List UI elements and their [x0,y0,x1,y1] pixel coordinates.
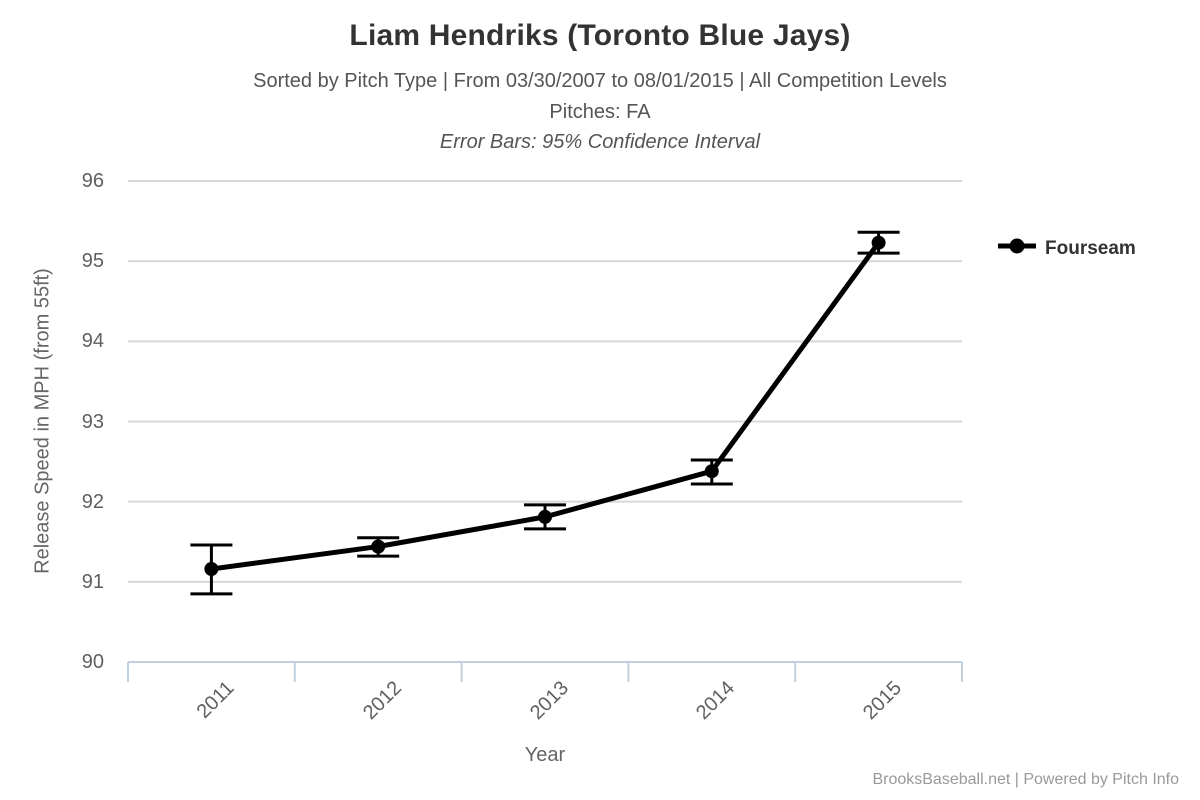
y-tick-label-91: 91 [81,570,104,593]
x-axis [127,661,963,682]
data-point-2013[interactable] [538,509,552,524]
line-marker-icon [997,237,1037,260]
error-bars [190,230,900,596]
series-points [204,235,886,577]
gridlines [128,180,962,583]
data-point-2011[interactable] [204,562,219,577]
x-axis-title: Year [524,744,566,766]
y-tick-label-93: 93 [81,410,104,433]
y-axis-title: Release Speed in MPH (from 55ft) [31,268,54,574]
legend-label: Fourseam [1045,237,1136,259]
y-tick-label-96: 96 [81,170,104,192]
chart-title: Liam Hendriks (Toronto Blue Jays) [349,19,851,52]
chart-subtitle-errorbars: Error Bars: 95% Confidence Interval [439,131,761,153]
data-point-2012[interactable] [371,539,386,554]
data-point-2014[interactable] [704,464,719,479]
y-tick-label-95: 95 [81,250,104,273]
chart-subtitle-pitches: Pitches: FA [549,101,651,123]
y-tick-label-94: 94 [81,330,104,353]
data-point-2015[interactable] [871,235,886,250]
chart-subtitle: Sorted by Pitch Type | From 03/30/2007 t… [253,70,947,92]
legend-item-fourseam[interactable]: Fourseam [997,237,1136,260]
y-tick-label-90: 90 [81,651,104,673]
legend-marker-dot [1009,238,1025,254]
footer-credit: BrooksBaseball.net | Powered by Pitch In… [872,771,1179,788]
y-tick-label-92: 92 [81,490,104,513]
